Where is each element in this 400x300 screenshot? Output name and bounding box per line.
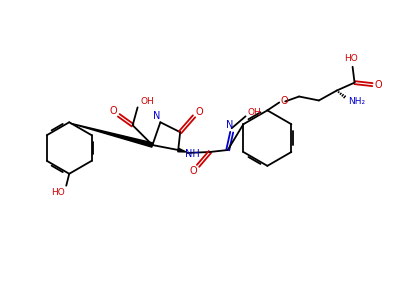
Text: O: O [374, 80, 382, 90]
Polygon shape [70, 123, 153, 147]
Polygon shape [178, 148, 186, 152]
Text: OH: OH [248, 108, 261, 117]
Text: O: O [195, 107, 203, 117]
Text: OH: OH [141, 97, 154, 106]
Text: NH: NH [185, 149, 200, 159]
Text: NH₂: NH₂ [348, 97, 365, 106]
Text: O: O [109, 106, 117, 116]
Text: HO: HO [52, 188, 65, 197]
Text: N: N [226, 120, 234, 130]
Text: HO: HO [344, 54, 358, 63]
Text: O: O [280, 97, 288, 106]
Text: O: O [189, 166, 197, 176]
Text: N: N [153, 111, 160, 121]
